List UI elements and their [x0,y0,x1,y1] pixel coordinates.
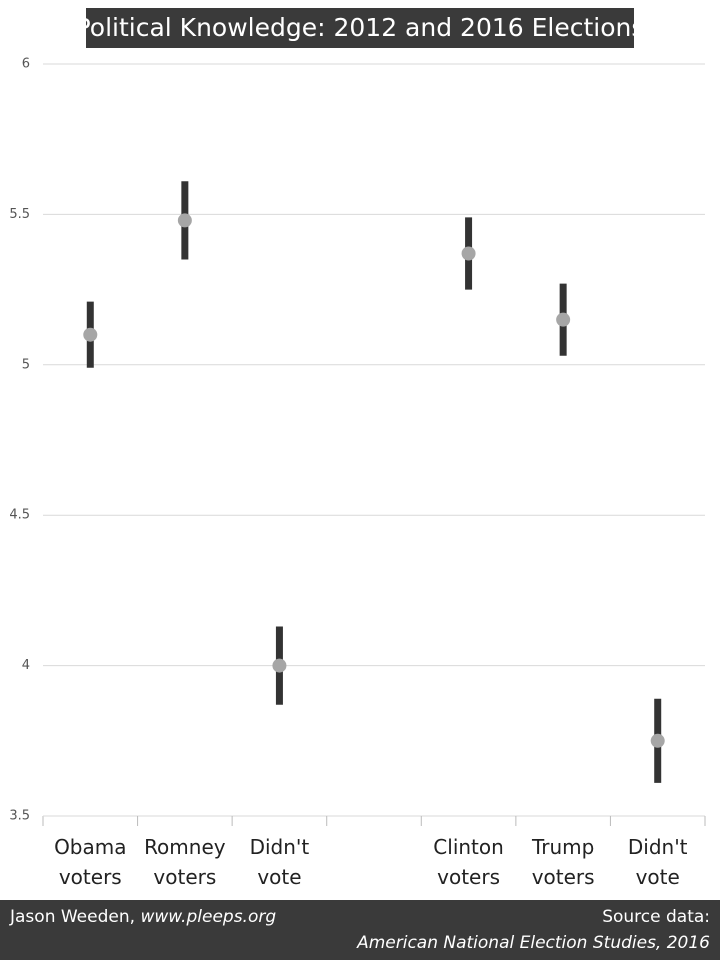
source: American National Election Studies, 2016 [357,933,710,953]
y-tick-label: 4.5 [9,508,30,523]
x-tick-label: Didn't vote [627,835,688,889]
footer: Jason Weeden, www.pleeps.org Source data… [0,900,720,960]
x-tick-label: Clinton voters [433,835,504,889]
credit: Jason Weeden, www.pleeps.org [10,907,276,927]
site: www.pleeps.org [140,907,277,927]
y-tick-label: 4 [22,658,30,673]
title-box [86,8,634,48]
point [272,658,287,673]
x-tick-label: Didn't vote [249,835,310,889]
point [177,213,192,228]
y-tick-label: 6 [22,57,30,72]
chart-title: Political Knowledge: 2012 and 2016 Elect… [76,13,645,42]
y-tick-label: 3.5 [9,809,30,824]
author: Jason Weeden, [10,907,136,927]
source-label: Source data: [602,907,710,927]
x-tick-label: Trump voters [531,835,595,889]
point [556,312,571,327]
chart: Political Knowledge: 2012 and 2016 Elect… [9,8,706,826]
point [83,327,98,342]
point [461,246,476,261]
y-tick-label: 5.5 [9,207,30,222]
point [650,733,665,748]
y-tick-label: 5 [22,357,30,372]
x-tick-label: Obama voters [54,835,127,889]
x-tick-label: Romney voters [144,835,226,889]
